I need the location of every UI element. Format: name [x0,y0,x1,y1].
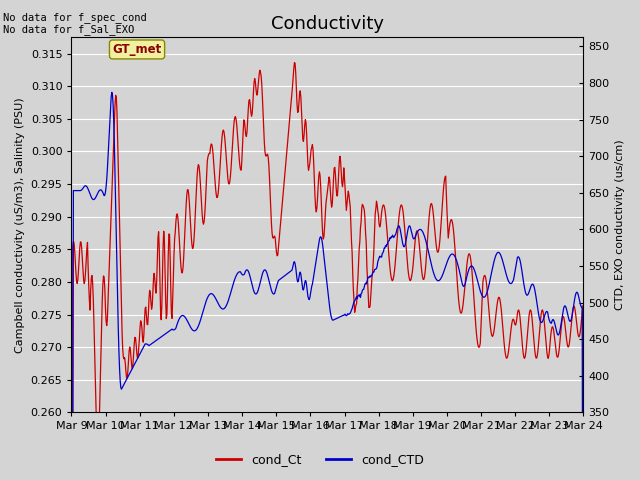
Y-axis label: Campbell conductivity (uS/m3), Salinity (PSU): Campbell conductivity (uS/m3), Salinity … [15,97,25,353]
Text: No data for f_spec_cond
No data for f_Sal_EXO: No data for f_spec_cond No data for f_Sa… [3,12,147,36]
Title: Conductivity: Conductivity [271,15,384,33]
Legend: cond_Ct, cond_CTD: cond_Ct, cond_CTD [211,448,429,471]
Text: GT_met: GT_met [113,43,162,56]
Y-axis label: CTD, EXO conductivity (us/cm): CTD, EXO conductivity (us/cm) [615,140,625,310]
